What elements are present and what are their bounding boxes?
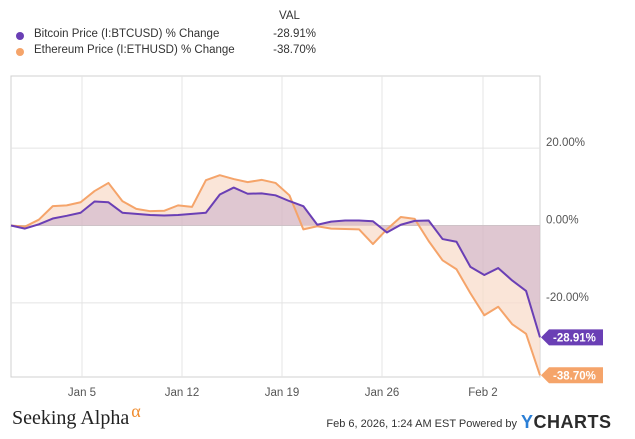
alpha-icon: α	[131, 401, 141, 421]
x-tick-label: Jan 12	[165, 387, 200, 399]
legend-item-ethereum[interactable]: Ethereum Price (I:ETHUSD) % Change -38.7…	[16, 44, 316, 60]
x-tick-label: Jan 26	[365, 387, 400, 399]
y-tick-label: 0.00%	[546, 215, 579, 227]
ycharts-text: CHARTS	[533, 412, 612, 432]
bitcoin-end-label-bg	[541, 329, 603, 346]
seeking-alpha-text: Seeking Alpha	[12, 407, 130, 429]
ycharts-logo: YCHARTS	[521, 412, 612, 433]
y-tick-label: 20.00%	[546, 137, 585, 149]
legend-item-bitcoin[interactable]: Bitcoin Price (I:BTCUSD) % Change -28.91…	[16, 28, 316, 44]
seeking-alpha-logo: Seeking Alpha α	[12, 401, 141, 430]
ethereum-line	[10, 174, 541, 376]
bitcoin-area-fill	[11, 187, 540, 338]
legend-value-ethereum: -38.70%	[273, 44, 316, 56]
x-tick-label: Jan 5	[68, 387, 96, 399]
legend-label-ethereum: Ethereum Price (I:ETHUSD) % Change	[34, 44, 235, 56]
ethereum-end-label-bg	[541, 367, 603, 384]
bitcoin-line	[10, 186, 541, 338]
legend-value-header: VAL	[279, 10, 300, 22]
legend-label-bitcoin: Bitcoin Price (I:BTCUSD) % Change	[34, 28, 220, 40]
x-tick-label: Jan 19	[265, 387, 300, 399]
x-tick-label: Feb 2	[468, 387, 497, 399]
y-tick-label: -20.00%	[546, 292, 589, 304]
legend-value-bitcoin: -28.91%	[273, 28, 316, 40]
ethereum-end-label: -38.70%	[553, 370, 596, 382]
ycharts-y: Y	[521, 412, 534, 432]
bitcoin-end-label: -28.91%	[553, 332, 596, 344]
footer-timestamp: Feb 6, 2026, 1:24 AM EST Powered by	[326, 418, 517, 430]
legend-dot-ethereum	[16, 48, 24, 56]
legend-dot-bitcoin	[16, 32, 24, 40]
